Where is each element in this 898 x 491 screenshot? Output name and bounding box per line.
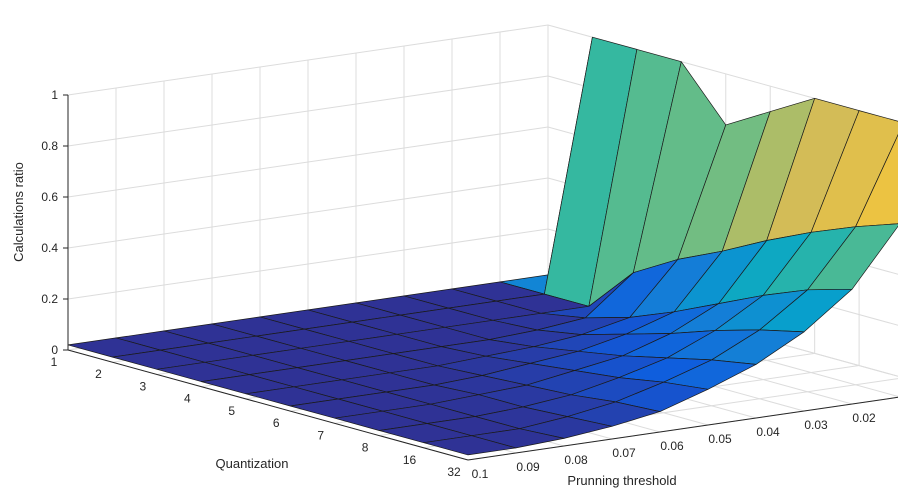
y-axis-label: Prunning threshold bbox=[567, 473, 676, 488]
y-tick-label: 0.02 bbox=[852, 411, 876, 425]
axes-layer bbox=[67, 95, 898, 461]
x-tick-label: 32 bbox=[447, 465, 461, 479]
y-tick-label: 0.06 bbox=[660, 439, 684, 453]
surface-patch bbox=[423, 435, 517, 456]
x-tick-label: 5 bbox=[228, 404, 235, 418]
z-tick-label: 0.6 bbox=[41, 190, 58, 204]
y-tick-label: 0.03 bbox=[804, 418, 828, 432]
z-tick-label: 0.2 bbox=[41, 292, 58, 306]
y-tick-label: 0.04 bbox=[756, 425, 780, 439]
x-tick-label: 2 bbox=[95, 367, 102, 381]
x-tick-label: 16 bbox=[403, 453, 417, 467]
y-tick-label: 0.07 bbox=[612, 446, 636, 460]
x-axis-label: Quantization bbox=[216, 456, 289, 471]
z-tick-label: 0 bbox=[51, 343, 58, 357]
y-axis-line bbox=[467, 396, 898, 461]
x-tick-label: 8 bbox=[362, 441, 369, 455]
z-tick-label: 0.8 bbox=[41, 139, 58, 153]
ticks-layer: 1 2 3 4 5 6 7 8 16 32 0.1 0.09 0.08 0.07 0.06 0.05 0.04 0… bbox=[41, 88, 876, 481]
x-axis-line bbox=[67, 349, 469, 461]
x-tick-label: 3 bbox=[140, 379, 147, 393]
y-tick-label: 0.1 bbox=[472, 467, 489, 481]
x-tick-label: 6 bbox=[273, 416, 280, 430]
z-tick-label: 0.4 bbox=[41, 241, 58, 255]
surface-layer bbox=[67, 36, 898, 456]
z-axis-label: Calculations ratio bbox=[11, 162, 26, 262]
x-tick-label: 7 bbox=[317, 428, 324, 442]
y-tick-label: 0.09 bbox=[516, 460, 540, 474]
x-tick-label: 1 bbox=[51, 355, 58, 369]
y-tick-label: 0.08 bbox=[564, 453, 588, 467]
z-tick-label: 1 bbox=[51, 88, 58, 102]
y-tick-label: 0.05 bbox=[708, 432, 732, 446]
x-tick-label: 4 bbox=[184, 392, 191, 406]
